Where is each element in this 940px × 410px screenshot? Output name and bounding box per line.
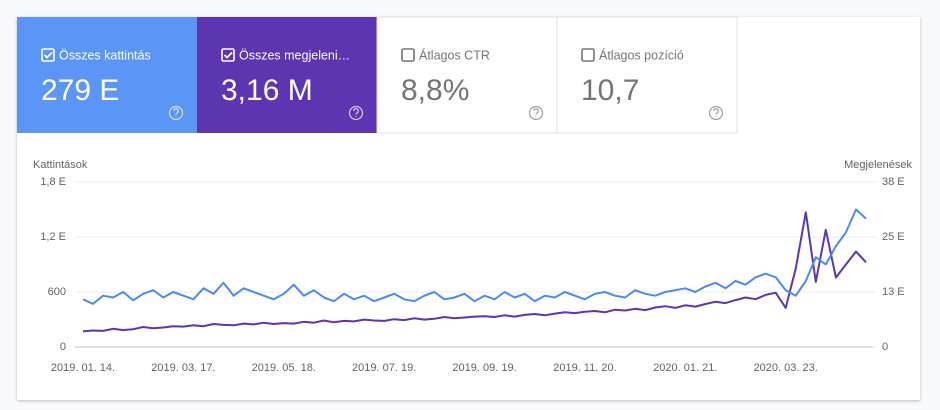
help-icon (348, 105, 364, 121)
y-tick-label: 600 (48, 286, 66, 298)
checkbox (41, 48, 55, 62)
help-icon (168, 105, 184, 121)
card-background (556, 16, 738, 134)
card-label: Átlagos CTR (419, 47, 490, 62)
help-icon-mark (353, 108, 359, 117)
x-tick-label: 2020. 03. 23. (754, 362, 818, 374)
checkmark (223, 51, 233, 59)
card-value: 8,8% (401, 74, 469, 107)
help-icon-mark (533, 108, 539, 117)
y2-tick-label: 13 E (882, 286, 905, 298)
card-background (197, 17, 377, 133)
card-value: 279 E (41, 74, 119, 107)
metric-card[interactable]: Összes megjeleni… 3,16 M (197, 17, 377, 133)
x-tick-label: 2019. 11. 20. (553, 362, 616, 374)
x-tick-label: 2019. 03. 17. (151, 362, 215, 374)
y-tick-label: 1,2 E (40, 231, 66, 243)
y2-axis-title: Megjelenések (844, 159, 912, 171)
x-tick-label: 2019. 07. 19. (352, 362, 416, 374)
checkbox (581, 48, 595, 62)
card-background (17, 17, 197, 133)
y2-tick-label: 38 E (882, 176, 905, 188)
x-tick-label: 2020. 01. 21. (653, 362, 717, 374)
metric-card[interactable]: Átlagos pozíció 10,7 (556, 16, 738, 134)
y2-tick-label: 25 E (882, 231, 905, 243)
card-value: 3,16 M (221, 74, 313, 107)
series-line (82, 208, 867, 305)
x-tick-label: 2019. 01. 14. (51, 362, 115, 374)
help-icon-mark (713, 108, 719, 117)
y-axis-title: Kattintások (33, 159, 88, 171)
y-tick-label: 0 (60, 341, 66, 353)
x-tick-label: 2019. 05. 18. (252, 362, 316, 374)
y2-tick-label: 0 (882, 341, 888, 353)
card-background (376, 16, 558, 134)
series-line (82, 211, 867, 333)
card-label: Átlagos pozíció (599, 47, 684, 62)
x-tick-label: 2019. 09. 19. (452, 362, 516, 374)
card-value: 10,7 (581, 74, 639, 107)
metric-card[interactable]: Összes kattintás 279 E (17, 17, 197, 133)
y-tick-label: 1,8 E (40, 176, 66, 188)
metric-card[interactable]: Átlagos CTR 8,8% (376, 16, 558, 134)
help-icon-mark (173, 108, 179, 117)
card-label: Összes kattintás (59, 48, 151, 62)
help-icon (528, 105, 544, 121)
checkbox (221, 48, 235, 62)
card-label: Összes megjeleni… (239, 48, 350, 62)
help-icon (708, 105, 724, 121)
checkbox (401, 48, 415, 62)
checkmark (43, 51, 53, 59)
